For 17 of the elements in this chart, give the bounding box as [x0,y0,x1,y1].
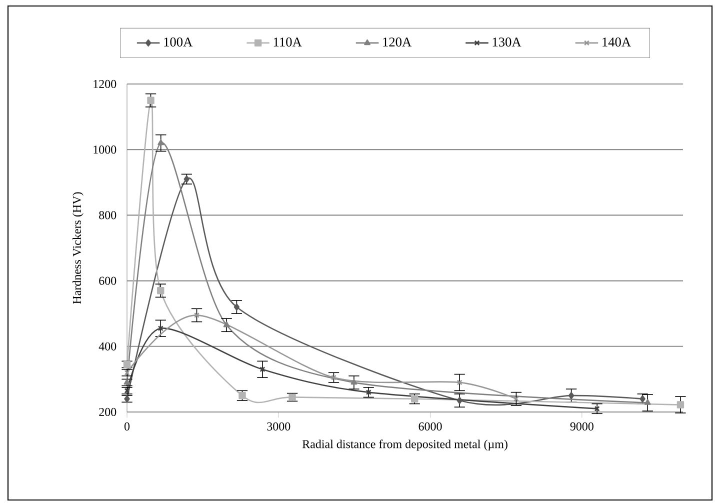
legend-label: 100A [164,38,193,47]
legend-label: 130A [492,38,522,47]
x-axis-title: Radial distance from deposited metal (µm) [302,440,508,451]
y-tick-label: 200 [99,408,116,416]
y-tick-label: 800 [99,211,116,220]
y-tick-label: 600 [99,276,116,285]
y-tick-label: 1000 [94,146,116,154]
x-tick-label: 0 [124,422,130,430]
legend-label: 110A [274,38,302,47]
y-tick-label: 1200 [94,80,116,88]
y-tick-label: 400 [98,342,116,350]
y-axis-title: Hardness Vickers (HV) [72,192,84,304]
x-tick-label: 9000 [570,422,594,430]
x-tick-label: 6000 [418,422,442,430]
legend-label: 140A [602,38,631,47]
legend-label: 120A [383,38,412,47]
x-tick-label: 3000 [267,422,290,430]
